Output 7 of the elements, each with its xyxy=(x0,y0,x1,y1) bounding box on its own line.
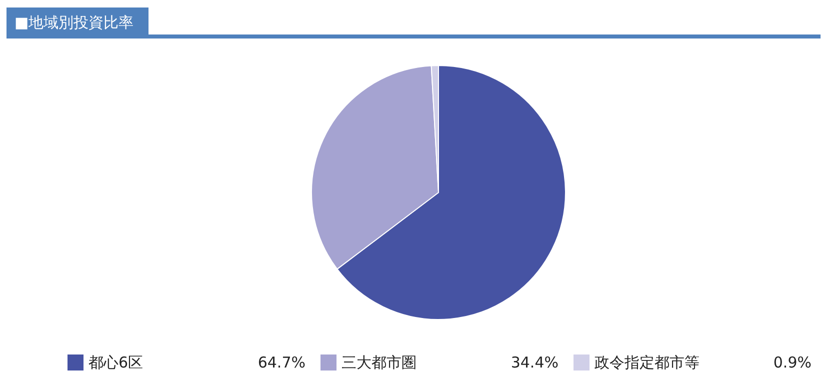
chart-title: ■地域別投資比率 xyxy=(14,14,134,32)
data-label: 0.9% xyxy=(773,354,812,372)
legend-label: 政令指定都市等 xyxy=(594,354,700,372)
data-label: 34.4% xyxy=(510,354,559,372)
legend-label: 都心6区 xyxy=(88,354,144,372)
data-label: 64.7% xyxy=(258,354,306,372)
legend-label: 三大都市圏 xyxy=(342,354,416,372)
